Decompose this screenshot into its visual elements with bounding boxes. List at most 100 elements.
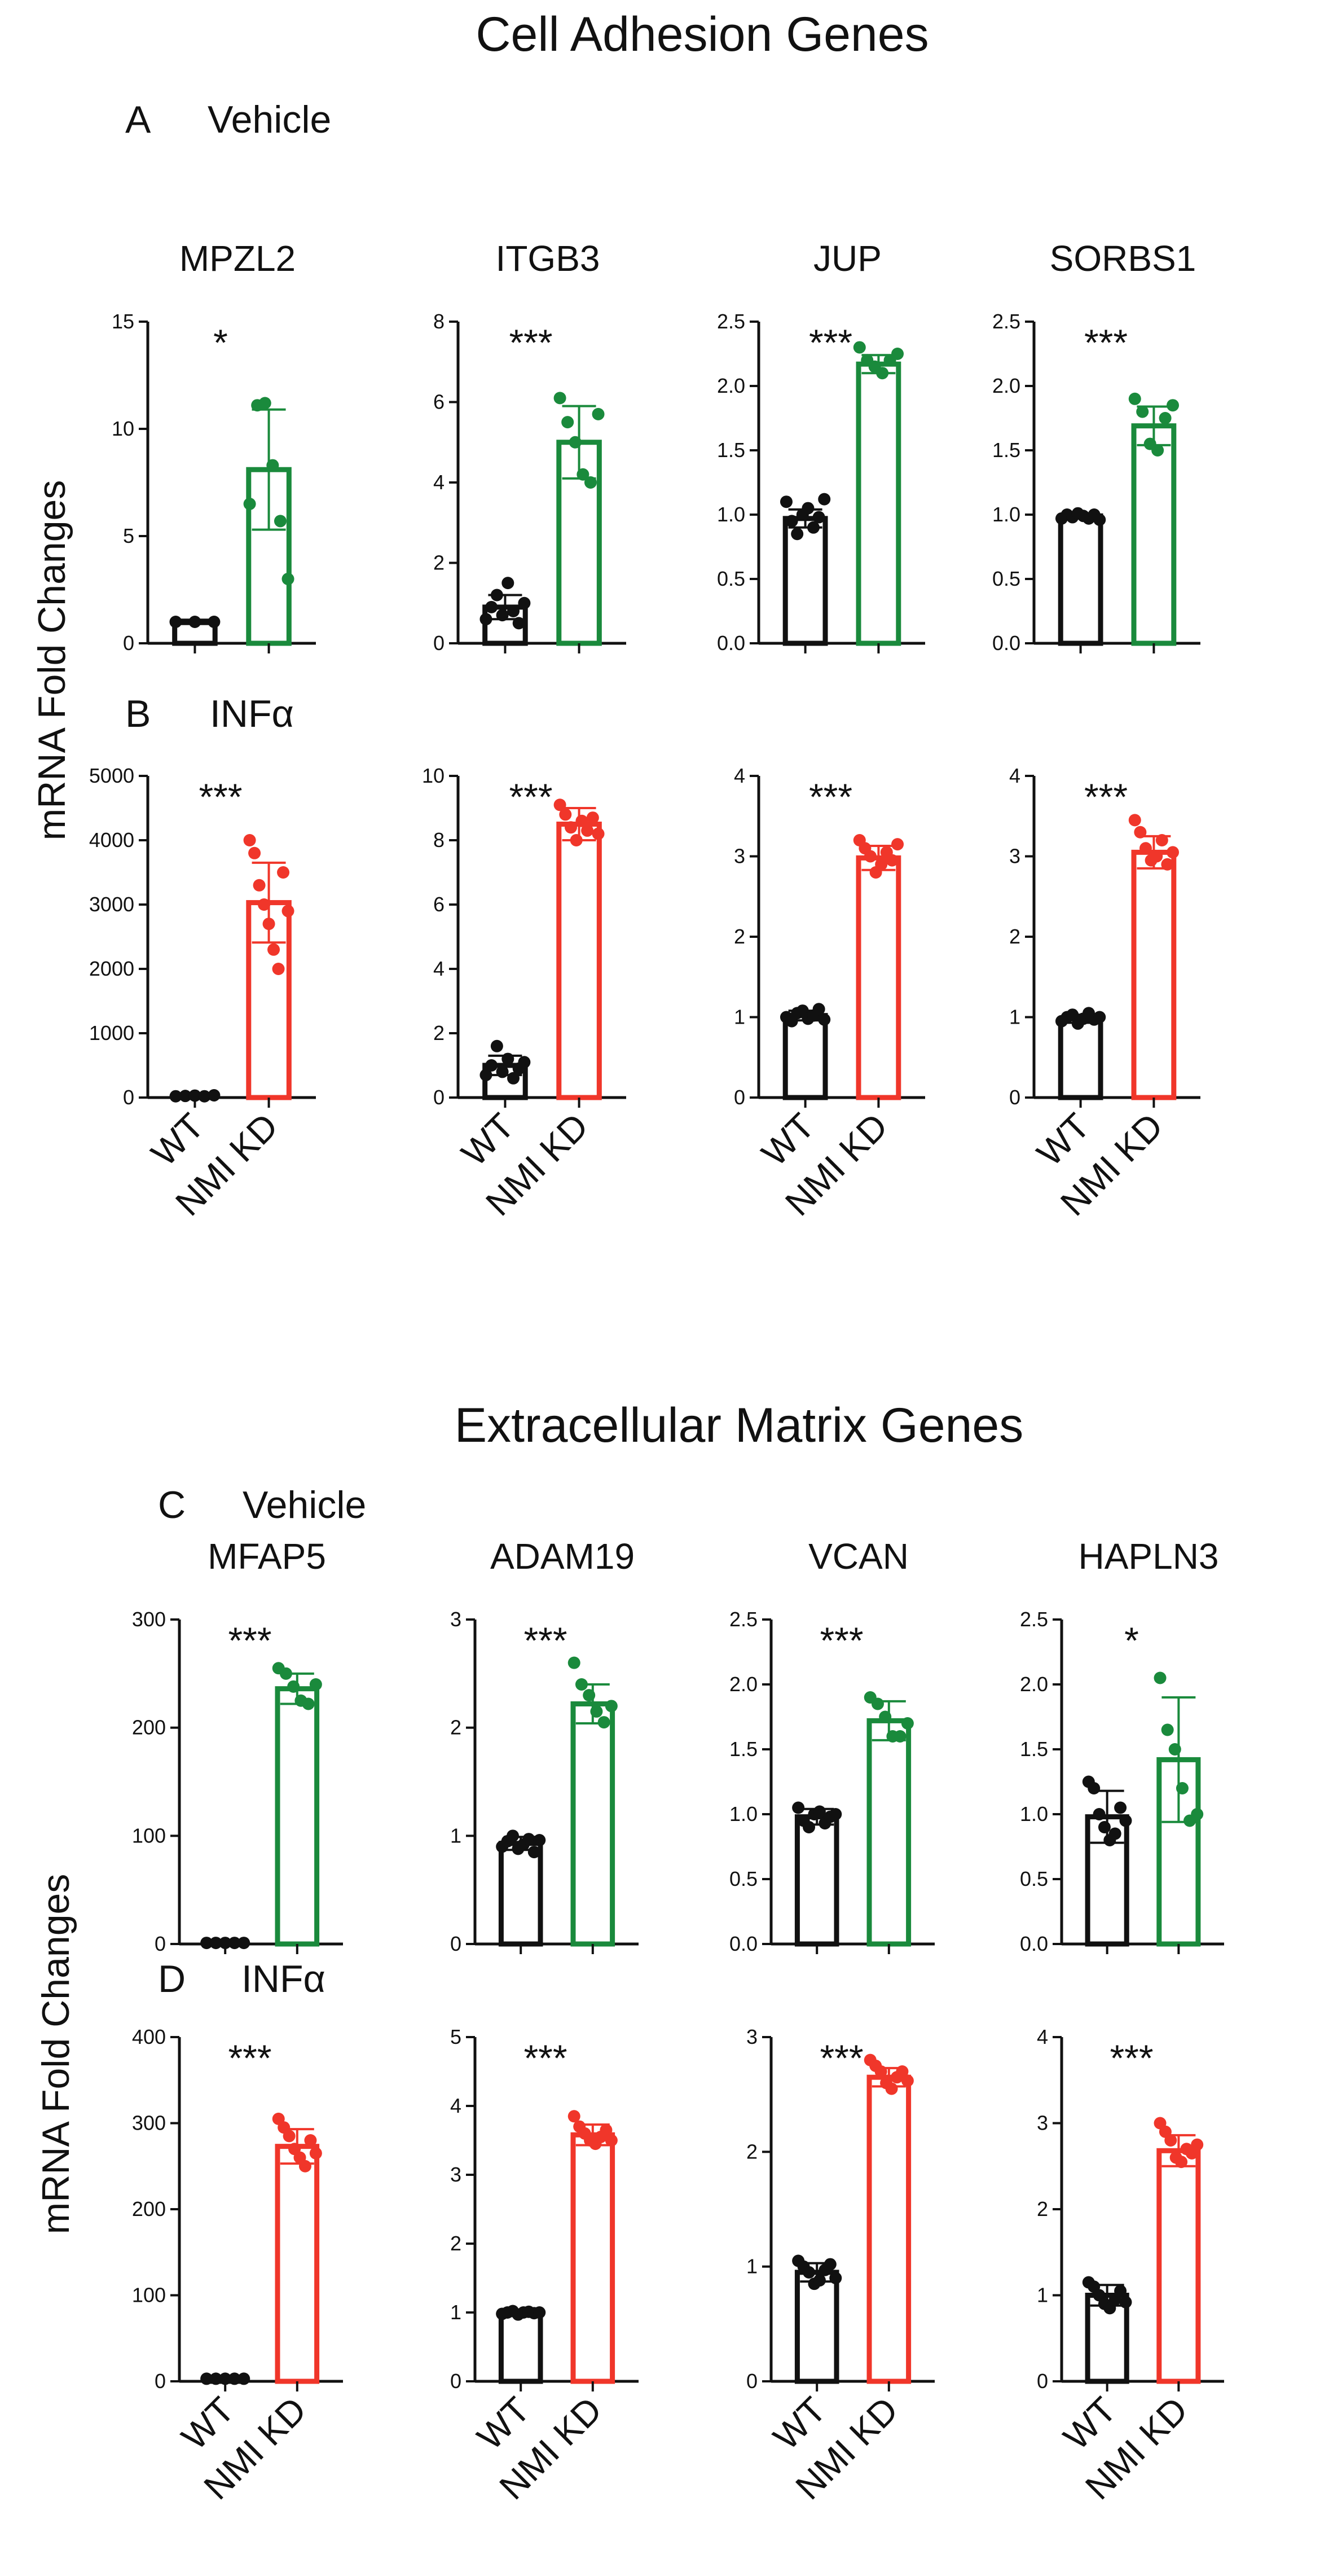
chart-6-bar-nmi-kd: [556, 822, 602, 1100]
chart-9-data-point: [279, 1667, 292, 1680]
chart-10-title: ADAM19: [490, 1536, 635, 1577]
chart-6-data-point: [565, 821, 578, 834]
chart-16-data-point: [1175, 2156, 1188, 2169]
chart-13-ytick-label: 200: [132, 2197, 166, 2220]
chart-14-ytick-label: 5: [450, 2025, 461, 2048]
chart-10-data-point: [575, 1678, 588, 1691]
chart-2-data-point: [561, 416, 574, 429]
chart-3-ytick-label: 1.0: [717, 503, 745, 526]
chart-13-ytick-label: 100: [132, 2284, 166, 2307]
chart-15-data-point: [803, 2266, 816, 2279]
chart-4-ytick-label: 2.5: [992, 310, 1020, 333]
chart-9-data-point: [228, 1937, 241, 1950]
section1-title: Cell Adhesion Genes: [476, 7, 929, 62]
chart-13-data-point: [309, 2147, 322, 2160]
chart-6-data-point: [586, 811, 599, 824]
chart-10-significance: ***: [523, 1620, 567, 1661]
chart-15-ytick-label: 0: [746, 2369, 758, 2393]
chart-4-data-point: [1093, 514, 1106, 526]
chart-5-ytick-label: 3000: [89, 893, 134, 916]
chart-2-ytick-label: 2: [433, 551, 445, 574]
chart-1-data-point: [266, 459, 279, 472]
chart-2-significance: ***: [509, 322, 552, 363]
chart-5-data-point: [243, 834, 256, 846]
chart-8-data-point: [1128, 814, 1141, 827]
chart-7-data-point: [818, 1013, 831, 1026]
chart-12-data-point: [1093, 1808, 1106, 1820]
chart-11-ytick-label: 0.0: [729, 1932, 758, 1955]
chart-14-ytick-label: 0: [450, 2369, 461, 2393]
chart-7-bar-wt: [782, 1013, 828, 1100]
chart-2-ytick-label: 8: [433, 310, 445, 333]
chart-15-data-point: [824, 2258, 837, 2271]
chart-5-data-point: [277, 866, 290, 879]
chart-16-data-point: [1164, 2134, 1177, 2147]
chart-15-data-point: [896, 2065, 909, 2078]
chart-11-significance: ***: [820, 1620, 863, 1661]
chart-10-ytick-label: 1: [450, 1824, 461, 1847]
chart-16-ytick-label: 2: [1037, 2197, 1048, 2220]
chart-11-data-point: [901, 1717, 914, 1730]
chart-12-data-point: [1191, 1808, 1204, 1820]
chart-6-data-point: [501, 1052, 514, 1065]
chart-11-ytick-label: 1.0: [729, 1802, 758, 1825]
chart-7-data-point: [891, 838, 904, 851]
chart-2-ytick-label: 6: [433, 390, 445, 414]
chart-1-ytick-label: 10: [112, 417, 134, 440]
chart-5-data-point: [188, 1089, 201, 1102]
chart-9-significance: ***: [228, 1620, 271, 1661]
chart-8-data-point: [1150, 850, 1163, 863]
chart-11-data-point: [829, 1808, 842, 1820]
chart-6-ytick-label: 4: [433, 957, 445, 980]
chart-4-data-point: [1151, 444, 1164, 457]
chart-2-data-point: [512, 617, 525, 630]
chart-6-data-point: [507, 1072, 520, 1085]
chart-6-data-point: [518, 1056, 531, 1069]
section2-title: Extracellular Matrix Genes: [455, 1398, 1023, 1452]
chart-1-data-point: [281, 573, 294, 585]
chart-2-data-point: [518, 596, 531, 609]
chart-1-ytick-label: 15: [112, 310, 134, 333]
chart-4-data-point: [1128, 392, 1141, 405]
chart-10-data-point: [597, 1716, 610, 1729]
chart-15-ytick-label: 1: [746, 2255, 758, 2278]
chart-3-data-point: [812, 511, 825, 524]
chart-3-title: JUP: [813, 238, 882, 279]
chart-5-ytick-label: 4000: [89, 828, 134, 852]
chart-2-data-point: [507, 605, 520, 617]
chart-10-ytick-label: 0: [450, 1932, 461, 1955]
chart-9-ytick-label: 0: [155, 1932, 166, 1955]
chart-3-data-point: [791, 528, 804, 541]
chart-8-ytick-label: 3: [1009, 845, 1020, 868]
chart-14-ytick-label: 1: [450, 2301, 461, 2324]
chart-8-data-point: [1155, 834, 1168, 846]
panel-c-label: Vehicle: [243, 1484, 366, 1526]
chart-2-data-point: [490, 589, 503, 602]
chart-15-ytick-label: 3: [746, 2025, 758, 2048]
chart-16-bar-nmi-kd: [1156, 2148, 1201, 2384]
chart-11-data-point: [803, 1821, 816, 1833]
chart-5-ytick-label: 0: [123, 1086, 134, 1109]
chart-12-data-point: [1108, 1827, 1121, 1840]
chart-15-bar-nmi-kd: [866, 2074, 912, 2384]
chart-6-ytick-label: 8: [433, 828, 445, 852]
chart-11-ytick-label: 1.5: [729, 1737, 758, 1761]
chart-14-ytick-label: 4: [450, 2094, 461, 2117]
chart-13-data-point: [298, 2160, 311, 2173]
chart-7-ytick-label: 4: [734, 764, 745, 787]
chart-12-data-point: [1154, 1671, 1167, 1684]
chart-3-ytick-label: 0.0: [717, 631, 745, 655]
chart-7-ytick-label: 2: [734, 925, 745, 948]
chart-11-data-point: [871, 1697, 884, 1710]
chart-5-data-point: [179, 1090, 192, 1103]
chart-12-ytick-label: 2.0: [1020, 1673, 1048, 1696]
chart-13-data-point: [304, 2134, 317, 2147]
chart-10-ytick-label: 2: [450, 1716, 461, 1739]
chart-1-title: MPZL2: [179, 238, 296, 279]
chart-15-significance: ***: [820, 2037, 863, 2079]
chart-10-data-point: [605, 1700, 618, 1713]
chart-11-data-point: [879, 1710, 892, 1723]
chart-14-bar-nmi-kd: [570, 2132, 615, 2384]
chart-4-data-point: [1159, 412, 1172, 424]
chart-15-data-point: [813, 2274, 826, 2287]
